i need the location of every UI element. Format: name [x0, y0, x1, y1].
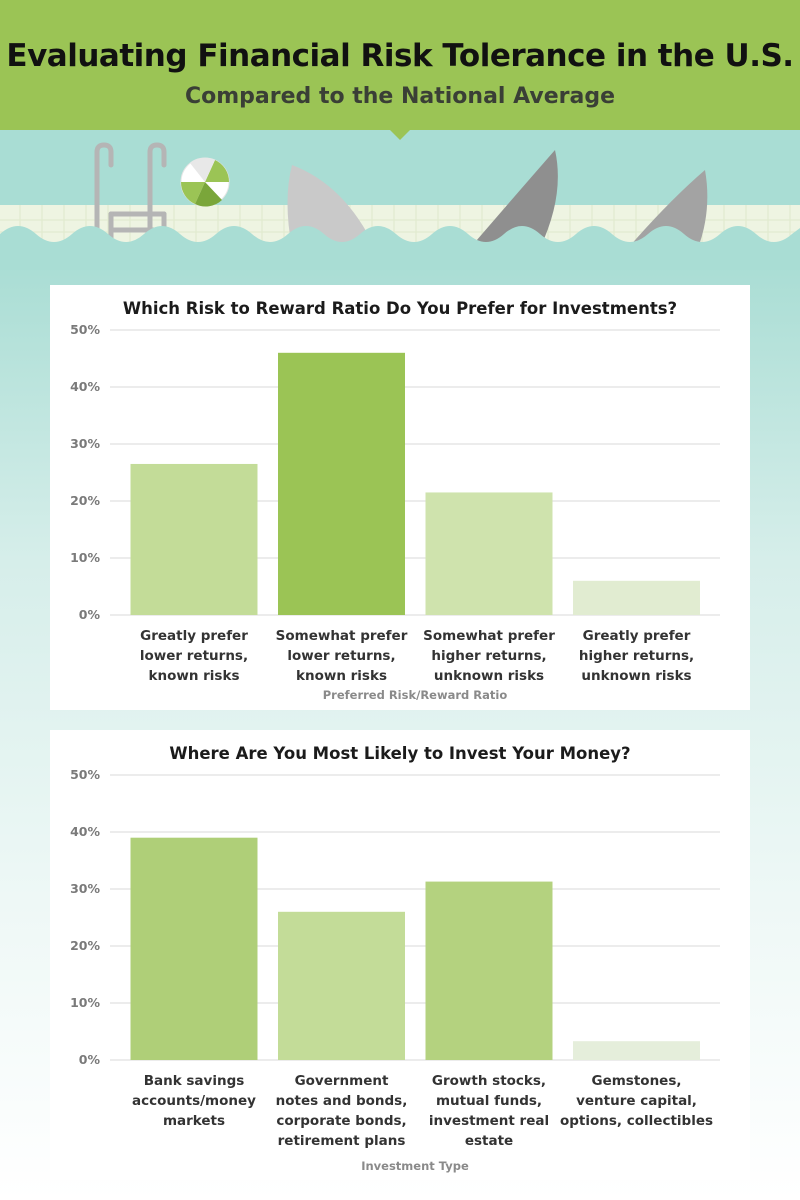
y-tick-label: 20% — [70, 493, 100, 508]
page-subtitle: Compared to the National Average — [184, 84, 615, 109]
chart-title: Which Risk to Reward Ratio Do You Prefer… — [122, 299, 678, 318]
shark-fin-icon — [628, 170, 708, 248]
investment-type-bar-chart: 0% 10% 20% 30% 40% 50% Bank savings accounts/mo… — [70, 767, 720, 1173]
y-tick-label: 0% — [79, 607, 101, 622]
y-tick-label: 30% — [70, 436, 100, 451]
y-tick-label: 30% — [70, 881, 100, 896]
y-tick-label: 10% — [70, 995, 100, 1010]
y-tick-label: 50% — [70, 767, 100, 782]
x-category-label: Bank savings accounts/money markets — [132, 1073, 256, 1129]
bar — [130, 837, 258, 1060]
shark-fin-icon — [470, 150, 558, 248]
page-title: Evaluating Financial Risk Tolerance in t… — [6, 38, 794, 74]
bar — [130, 463, 258, 615]
y-tick-label: 10% — [70, 550, 100, 565]
beach-ball-icon — [180, 157, 230, 207]
risk-reward-bar-chart: 0% 10% 20% 30% 40% 50% Greatly prefer lower ret… — [70, 322, 720, 702]
x-axis-title: Preferred Risk/Reward Ratio — [323, 688, 508, 702]
chart-title: Where Are You Most Likely to Invest Your… — [169, 744, 631, 763]
bar — [278, 352, 405, 615]
x-category-label: Gemstones, venture capital, options, colle… — [560, 1073, 713, 1129]
y-tick-label: 40% — [70, 824, 100, 839]
x-axis-title: Investment Type — [361, 1159, 469, 1173]
pool-scene — [0, 142, 800, 270]
chart-panel-risk-reward: Which Risk to Reward Ratio Do You Prefer… — [50, 285, 750, 710]
bar — [573, 1041, 700, 1060]
water-waves — [0, 226, 800, 270]
chart-panel-investment-type: Where Are You Most Likely to Invest Your… — [50, 730, 750, 1180]
x-category-label: Somewhat prefer lower returns, known risks — [276, 628, 408, 684]
x-category-label: Greatly prefer lower returns, known risks — [140, 628, 248, 684]
bar — [425, 881, 553, 1060]
header-notch — [389, 129, 411, 140]
y-tick-label: 50% — [70, 322, 100, 337]
x-category-label: Greatly prefer higher returns, unknown ris… — [579, 628, 694, 684]
x-category-label: Somewhat prefer higher returns, unknown ri… — [423, 628, 555, 684]
bar — [278, 911, 405, 1060]
y-tick-label: 20% — [70, 938, 100, 953]
header-banner: Evaluating Financial Risk Tolerance in t… — [0, 0, 800, 130]
bar — [425, 492, 553, 615]
y-tick-label: 40% — [70, 379, 100, 394]
bar — [573, 580, 700, 615]
x-category-label: Government notes and bonds, corporate bond… — [276, 1073, 408, 1149]
y-tick-label: 0% — [79, 1052, 101, 1067]
x-category-label: Growth stocks, mutual funds, investment re… — [429, 1073, 549, 1149]
